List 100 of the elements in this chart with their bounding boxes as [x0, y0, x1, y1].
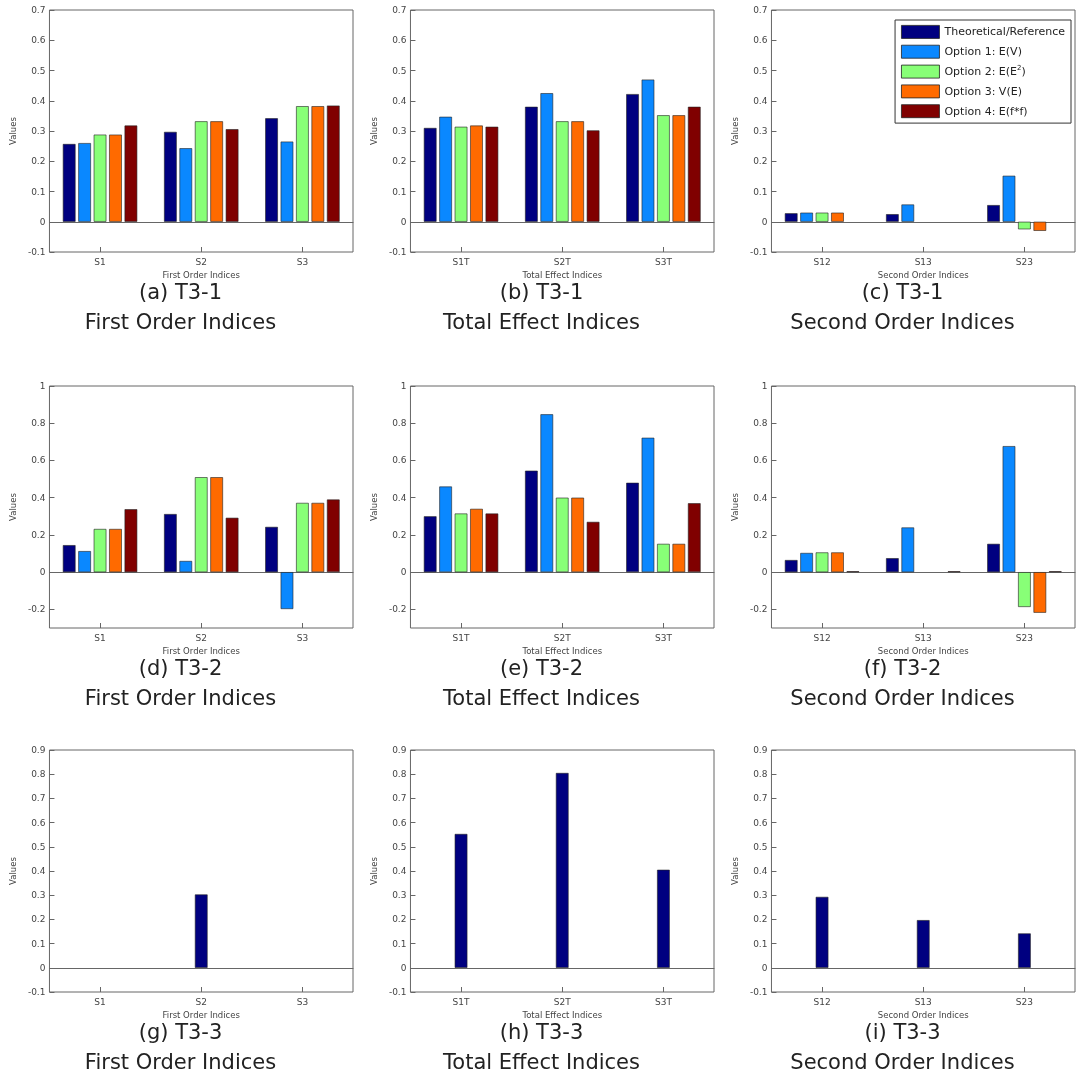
- x-tick-label: S13: [914, 256, 932, 267]
- y-tick-label: 0.1: [753, 186, 768, 197]
- y-tick-label: 0.3: [31, 126, 46, 136]
- y-tick-label: 0.3: [31, 890, 46, 901]
- y-tick-label: 0.8: [753, 418, 768, 429]
- y-tick-label: -0.2: [27, 604, 46, 615]
- bar: [800, 552, 813, 573]
- y-tick-label: 0.6: [753, 455, 768, 466]
- y-tick-label: 0.8: [31, 418, 46, 429]
- bar: [454, 513, 468, 573]
- bar: [93, 134, 107, 222]
- x-tick-label: S2: [195, 632, 207, 643]
- bar: [657, 869, 670, 968]
- y-tick-label: 0.7: [392, 5, 407, 15]
- y-tick-label: 0.3: [392, 126, 407, 136]
- y-tick-label: 0.9: [753, 745, 768, 755]
- y-tick-label: 0.8: [753, 769, 768, 780]
- y-axis-title: Values: [368, 492, 379, 521]
- bar: [439, 486, 452, 573]
- bar: [555, 497, 569, 573]
- x-tick-label: S2T: [553, 996, 572, 1007]
- y-tick-label: 0.6: [31, 817, 46, 828]
- bar: [555, 121, 569, 222]
- bar: [1033, 221, 1047, 231]
- bar: [672, 543, 686, 573]
- y-tick-label: -0.1: [27, 987, 46, 997]
- bar: [280, 572, 294, 610]
- y-axis-title: Values: [7, 492, 18, 521]
- y-tick-label: 0: [761, 567, 768, 578]
- bar: [784, 560, 798, 573]
- text: (a) T3-1: [138, 279, 223, 304]
- y-tick-label: 0: [761, 962, 768, 973]
- x-tick-label: S3T: [654, 256, 673, 267]
- bar: [657, 115, 670, 222]
- bar: [194, 477, 208, 573]
- bar: [1002, 446, 1016, 573]
- text: Second Order Indices: [790, 309, 1015, 334]
- x-axis-title: First Order Indices: [162, 1010, 241, 1021]
- y-tick-label: 0.4: [392, 866, 407, 876]
- text: (c) T3-1: [861, 279, 944, 304]
- y-tick-label: 0.2: [753, 529, 768, 540]
- y-tick-label: 0.7: [753, 5, 768, 15]
- bar: [555, 772, 569, 968]
- y-tick-label: 0.5: [753, 841, 768, 852]
- bar: [225, 129, 239, 222]
- y-tick-label: 0.7: [753, 793, 768, 804]
- bar: [831, 212, 844, 222]
- bar: [687, 106, 701, 222]
- y-tick-label: 0.2: [753, 156, 768, 167]
- bar: [78, 551, 91, 573]
- x-tick-label: S1: [94, 632, 106, 643]
- y-tick-label: 0: [39, 216, 46, 227]
- x-tick-label: S2T: [553, 256, 572, 267]
- x-tick-label: S12: [813, 256, 831, 267]
- bar: [265, 526, 278, 573]
- bar: [423, 127, 437, 222]
- bar: [326, 499, 340, 573]
- x-tick-label: S2: [195, 996, 207, 1007]
- y-tick-label: 0.4: [392, 492, 407, 503]
- bar: [626, 94, 639, 222]
- bar: [265, 118, 278, 222]
- y-tick-label: -0.1: [388, 247, 407, 257]
- x-axis-title: First Order Indices: [162, 646, 241, 657]
- x-axis-title: Total Effect Indices: [521, 270, 603, 281]
- bar: [626, 482, 639, 573]
- bar: [470, 125, 483, 222]
- y-tick-label: 0.5: [753, 65, 768, 76]
- bar: [1018, 572, 1031, 607]
- x-tick-label: S3: [296, 996, 309, 1007]
- y-tick-label: -0.1: [388, 987, 407, 997]
- y-tick-label: 0.4: [31, 95, 46, 106]
- text: (e) T3-2: [499, 655, 584, 680]
- bar: [571, 497, 584, 573]
- y-tick-label: 0: [400, 962, 407, 973]
- text: (g) T3-3: [138, 1019, 223, 1044]
- y-tick-label: 0.4: [753, 866, 768, 876]
- x-tick-label: S13: [914, 632, 932, 643]
- bar: [109, 528, 122, 573]
- bar: [485, 513, 499, 573]
- bar: [987, 205, 1000, 222]
- y-tick-label: 0.7: [392, 793, 407, 804]
- y-tick-label: 0.8: [392, 769, 407, 780]
- bar: [1002, 175, 1016, 222]
- bar: [1018, 221, 1031, 230]
- y-tick-label: 0.6: [753, 35, 768, 46]
- x-tick-label: S1: [94, 996, 106, 1007]
- y-tick-label: 0.3: [753, 126, 768, 136]
- bar: [179, 148, 193, 222]
- bar: [62, 144, 76, 222]
- x-tick-label: S3: [296, 256, 309, 267]
- y-tick-label: 0.1: [31, 938, 46, 949]
- y-tick-label: 1: [761, 381, 768, 391]
- x-axis-title: Total Effect Indices: [521, 646, 603, 657]
- x-tick-label: S3T: [654, 632, 673, 643]
- text: First Order Indices: [84, 1049, 277, 1074]
- bar: [93, 528, 107, 573]
- bar: [124, 125, 138, 222]
- y-tick-label: 0.8: [392, 418, 407, 429]
- y-tick-label: 0: [39, 567, 46, 578]
- bar: [916, 920, 930, 968]
